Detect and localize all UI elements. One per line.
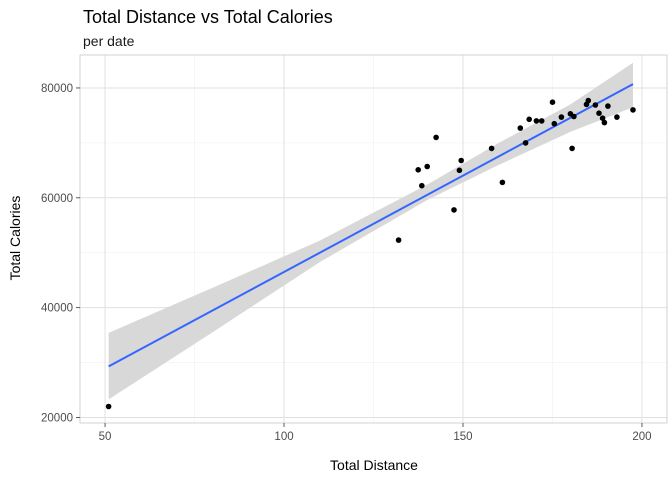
plot-panel bbox=[79, 54, 668, 424]
confidence-band bbox=[108, 62, 634, 400]
data-point bbox=[585, 97, 592, 104]
y-axis: 20000 40000 60000 80000 bbox=[41, 83, 80, 425]
data-point bbox=[105, 403, 112, 410]
data-point bbox=[601, 119, 608, 126]
data-point bbox=[605, 103, 611, 109]
chart-title: Total Distance vs Total Calories bbox=[83, 7, 333, 27]
y-tick-label: 80000 bbox=[41, 83, 73, 95]
data-point bbox=[499, 179, 506, 186]
data-point bbox=[526, 116, 532, 123]
data-point bbox=[630, 107, 636, 113]
trend-line bbox=[108, 83, 634, 368]
data-point bbox=[433, 134, 439, 141]
data-point bbox=[424, 163, 431, 170]
chart-subtitle: per date bbox=[83, 33, 135, 49]
data-point bbox=[419, 182, 425, 189]
data-point bbox=[488, 145, 495, 152]
data-point bbox=[592, 102, 599, 108]
data-point bbox=[395, 237, 402, 243]
x-tick-label: 50 bbox=[99, 431, 112, 443]
data-point bbox=[538, 118, 545, 124]
data-point bbox=[614, 114, 620, 120]
y-axis-title: Total Calories bbox=[7, 196, 23, 281]
data-point bbox=[415, 167, 422, 173]
x-axis: 50 100 150 200 bbox=[99, 423, 652, 443]
data-point bbox=[549, 99, 556, 105]
y-tick-label: 40000 bbox=[41, 303, 73, 315]
data-point bbox=[569, 145, 575, 152]
data-point bbox=[571, 113, 577, 120]
panel-border bbox=[79, 54, 668, 424]
data-point bbox=[456, 167, 463, 174]
data-point bbox=[517, 125, 524, 131]
data-point bbox=[599, 115, 606, 121]
x-tick-label: 200 bbox=[632, 431, 651, 443]
data-point bbox=[522, 140, 529, 146]
x-axis-title: Total Distance bbox=[330, 457, 418, 473]
data-point bbox=[596, 110, 602, 116]
data-point bbox=[451, 207, 457, 213]
data-point bbox=[533, 118, 540, 124]
data-point bbox=[551, 120, 558, 127]
y-tick-label: 20000 bbox=[41, 413, 73, 425]
data-points bbox=[105, 97, 636, 410]
data-point bbox=[458, 157, 465, 164]
x-tick-label: 150 bbox=[453, 431, 472, 443]
data-point bbox=[558, 114, 565, 120]
x-tick-label: 100 bbox=[274, 431, 293, 443]
y-tick-label: 60000 bbox=[41, 193, 73, 205]
